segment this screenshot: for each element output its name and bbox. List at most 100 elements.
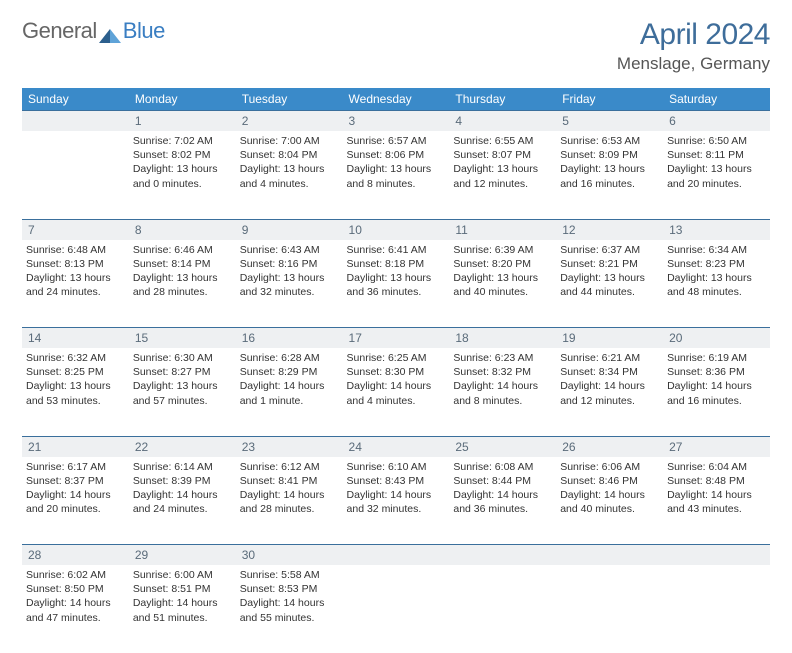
sunrise-text: Sunrise: 6:50 AM <box>667 134 766 148</box>
sunset-text: Sunset: 8:14 PM <box>133 257 232 271</box>
day-number: 18 <box>455 331 468 345</box>
day-cell: Sunrise: 6:34 AMSunset: 8:23 PMDaylight:… <box>663 240 770 328</box>
daylight-text: and 32 minutes. <box>240 285 339 299</box>
sunrise-text: Sunrise: 6:53 AM <box>560 134 659 148</box>
sunset-text: Sunset: 8:02 PM <box>133 148 232 162</box>
sunset-text: Sunset: 8:32 PM <box>453 365 552 379</box>
day-cell: Sunrise: 6:04 AMSunset: 8:48 PMDaylight:… <box>663 457 770 545</box>
sunset-text: Sunset: 8:34 PM <box>560 365 659 379</box>
day-number-cell: 15 <box>129 328 236 349</box>
sunset-text: Sunset: 8:30 PM <box>347 365 446 379</box>
sunrise-text: Sunrise: 6:55 AM <box>453 134 552 148</box>
day-cell: Sunrise: 6:17 AMSunset: 8:37 PMDaylight:… <box>22 457 129 545</box>
sunrise-text: Sunrise: 6:12 AM <box>240 460 339 474</box>
logo-text-1: General <box>22 18 97 44</box>
daylight-text: Daylight: 13 hours <box>667 162 766 176</box>
day-cell: Sunrise: 6:12 AMSunset: 8:41 PMDaylight:… <box>236 457 343 545</box>
day-cell <box>22 131 129 219</box>
daylight-text: Daylight: 13 hours <box>240 271 339 285</box>
day-info: Sunrise: 6:04 AMSunset: 8:48 PMDaylight:… <box>667 459 766 517</box>
daylight-text: Daylight: 14 hours <box>667 488 766 502</box>
day-number: 12 <box>562 223 575 237</box>
sunrise-text: Sunrise: 6:21 AM <box>560 351 659 365</box>
daylight-text: Daylight: 13 hours <box>453 162 552 176</box>
sunset-text: Sunset: 8:07 PM <box>453 148 552 162</box>
day-number-cell: 26 <box>556 436 663 457</box>
sunset-text: Sunset: 8:06 PM <box>347 148 446 162</box>
sunset-text: Sunset: 8:25 PM <box>26 365 125 379</box>
logo: General Blue <box>22 18 165 44</box>
day-cell: Sunrise: 6:23 AMSunset: 8:32 PMDaylight:… <box>449 348 556 436</box>
day-number: 16 <box>242 331 255 345</box>
day-cell: Sunrise: 6:10 AMSunset: 8:43 PMDaylight:… <box>343 457 450 545</box>
day-content-row: Sunrise: 6:32 AMSunset: 8:25 PMDaylight:… <box>22 348 770 436</box>
daylight-text: Daylight: 13 hours <box>667 271 766 285</box>
day-header-row: Sunday Monday Tuesday Wednesday Thursday… <box>22 88 770 111</box>
day-header: Saturday <box>663 88 770 111</box>
daylight-text: and 53 minutes. <box>26 394 125 408</box>
day-number: 23 <box>242 440 255 454</box>
day-number: 17 <box>349 331 362 345</box>
daylight-text: Daylight: 14 hours <box>667 379 766 393</box>
sunset-text: Sunset: 8:50 PM <box>26 582 125 596</box>
day-cell: Sunrise: 6:39 AMSunset: 8:20 PMDaylight:… <box>449 240 556 328</box>
sunrise-text: Sunrise: 6:41 AM <box>347 243 446 257</box>
daylight-text: and 16 minutes. <box>560 177 659 191</box>
day-number-cell: 22 <box>129 436 236 457</box>
day-cell: Sunrise: 6:14 AMSunset: 8:39 PMDaylight:… <box>129 457 236 545</box>
day-number-cell: 14 <box>22 328 129 349</box>
daylight-text: and 32 minutes. <box>347 502 446 516</box>
day-info: Sunrise: 6:50 AMSunset: 8:11 PMDaylight:… <box>667 133 766 191</box>
day-number-cell <box>449 545 556 566</box>
sunrise-text: Sunrise: 6:02 AM <box>26 568 125 582</box>
sunset-text: Sunset: 8:13 PM <box>26 257 125 271</box>
day-cell: Sunrise: 6:55 AMSunset: 8:07 PMDaylight:… <box>449 131 556 219</box>
sunrise-text: Sunrise: 6:25 AM <box>347 351 446 365</box>
daylight-text: and 16 minutes. <box>667 394 766 408</box>
day-number-cell: 1 <box>129 111 236 132</box>
daylight-text: Daylight: 14 hours <box>453 379 552 393</box>
sunrise-text: Sunrise: 6:48 AM <box>26 243 125 257</box>
sunset-text: Sunset: 8:39 PM <box>133 474 232 488</box>
sunrise-text: Sunrise: 6:39 AM <box>453 243 552 257</box>
day-cell <box>449 565 556 653</box>
sunset-text: Sunset: 8:21 PM <box>560 257 659 271</box>
day-number: 22 <box>135 440 148 454</box>
sunrise-text: Sunrise: 6:10 AM <box>347 460 446 474</box>
daylight-text: Daylight: 14 hours <box>240 379 339 393</box>
daylight-text: and 28 minutes. <box>240 502 339 516</box>
day-number: 29 <box>135 548 148 562</box>
daylight-text: and 20 minutes. <box>26 502 125 516</box>
day-info: Sunrise: 6:30 AMSunset: 8:27 PMDaylight:… <box>133 350 232 408</box>
day-info: Sunrise: 6:25 AMSunset: 8:30 PMDaylight:… <box>347 350 446 408</box>
daylight-text: and 20 minutes. <box>667 177 766 191</box>
daylight-text: and 24 minutes. <box>26 285 125 299</box>
day-number-cell: 23 <box>236 436 343 457</box>
day-info: Sunrise: 6:46 AMSunset: 8:14 PMDaylight:… <box>133 242 232 300</box>
day-cell: Sunrise: 6:53 AMSunset: 8:09 PMDaylight:… <box>556 131 663 219</box>
day-info: Sunrise: 6:48 AMSunset: 8:13 PMDaylight:… <box>26 242 125 300</box>
day-info: Sunrise: 6:19 AMSunset: 8:36 PMDaylight:… <box>667 350 766 408</box>
daylight-text: Daylight: 14 hours <box>453 488 552 502</box>
logo-text-2: Blue <box>123 18 165 44</box>
day-cell: Sunrise: 6:41 AMSunset: 8:18 PMDaylight:… <box>343 240 450 328</box>
day-cell <box>343 565 450 653</box>
day-number-cell: 10 <box>343 219 450 240</box>
day-content-row: Sunrise: 7:02 AMSunset: 8:02 PMDaylight:… <box>22 131 770 219</box>
daylight-text: Daylight: 14 hours <box>560 379 659 393</box>
day-content-row: Sunrise: 6:17 AMSunset: 8:37 PMDaylight:… <box>22 457 770 545</box>
day-info: Sunrise: 6:28 AMSunset: 8:29 PMDaylight:… <box>240 350 339 408</box>
sunset-text: Sunset: 8:53 PM <box>240 582 339 596</box>
daylight-text: Daylight: 13 hours <box>560 271 659 285</box>
daylight-text: Daylight: 13 hours <box>240 162 339 176</box>
sunrise-text: Sunrise: 5:58 AM <box>240 568 339 582</box>
day-info: Sunrise: 6:12 AMSunset: 8:41 PMDaylight:… <box>240 459 339 517</box>
day-number: 4 <box>455 114 462 128</box>
day-info: Sunrise: 6:21 AMSunset: 8:34 PMDaylight:… <box>560 350 659 408</box>
day-cell: Sunrise: 7:00 AMSunset: 8:04 PMDaylight:… <box>236 131 343 219</box>
day-number-cell: 3 <box>343 111 450 132</box>
sunset-text: Sunset: 8:20 PM <box>453 257 552 271</box>
day-info: Sunrise: 6:32 AMSunset: 8:25 PMDaylight:… <box>26 350 125 408</box>
sunset-text: Sunset: 8:11 PM <box>667 148 766 162</box>
daylight-text: and 12 minutes. <box>560 394 659 408</box>
